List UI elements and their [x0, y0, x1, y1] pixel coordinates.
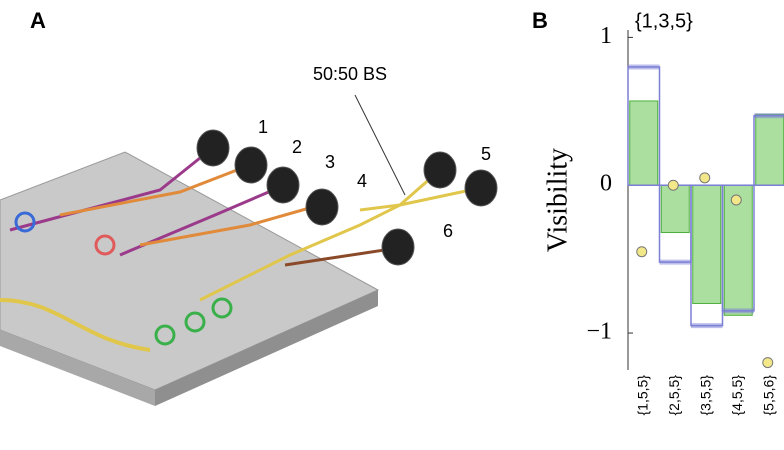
- x-tick-label: {4,5,5}: [729, 375, 745, 416]
- bar: [693, 185, 721, 303]
- point: [637, 247, 647, 257]
- point: [731, 195, 741, 205]
- detector-label: 1: [258, 117, 268, 137]
- splitter-label: 50:50 BS: [313, 64, 387, 84]
- figure: A B 50:50 BS 1 2 3 4 5 6 {1,3,5} Visibil…: [0, 0, 784, 450]
- chart-title: {1,3,5}: [635, 10, 693, 32]
- x-tick-label: {5,5,6}: [760, 375, 776, 416]
- point: [700, 173, 710, 183]
- y-tick-label: 0: [600, 171, 612, 197]
- bar: [661, 185, 689, 232]
- page: A B 50:50 BS 1 2 3 4 5 6 {1,3,5} Visibil…: [0, 0, 784, 450]
- waveguide: [360, 188, 480, 210]
- y-tick-label: 1: [600, 23, 612, 49]
- y-tick-label: −1: [586, 319, 612, 345]
- x-tick-label: {2,5,5}: [666, 375, 682, 416]
- detector-label: 3: [325, 152, 335, 172]
- detector-label: 5: [481, 144, 491, 164]
- panel-label: A: [30, 8, 46, 33]
- x-tick-label: {3,5,5}: [697, 375, 713, 416]
- panel-label: B: [532, 8, 548, 33]
- bar: [756, 114, 784, 185]
- detector-label: 4: [357, 171, 367, 191]
- point: [668, 180, 678, 190]
- chip-render: [0, 95, 497, 406]
- detector-label: 2: [292, 137, 302, 157]
- x-tick-label: {1,5,5}: [634, 375, 650, 416]
- detector-label: 6: [443, 221, 453, 241]
- bar: [630, 101, 658, 185]
- y-axis-label: Visibility: [542, 148, 573, 252]
- point: [763, 358, 773, 368]
